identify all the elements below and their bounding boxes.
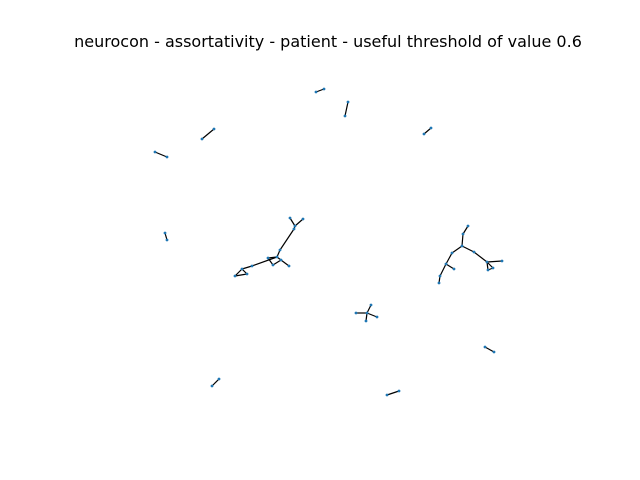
graph-node — [266, 256, 270, 260]
graph-node — [452, 267, 456, 271]
graph-node — [491, 266, 495, 270]
graph-node — [287, 264, 291, 268]
graph-edge — [486, 260, 503, 263]
graph-node — [444, 262, 448, 266]
graph-edge — [211, 378, 220, 387]
graph-edge — [234, 268, 243, 277]
graph-edge — [272, 259, 282, 266]
graph-node — [240, 267, 244, 271]
graph-node — [450, 251, 454, 255]
graph-node — [369, 303, 373, 307]
graph-edge — [201, 128, 215, 140]
graph-node — [460, 244, 464, 248]
graph-edge — [386, 390, 400, 396]
graph-node — [485, 260, 489, 264]
graph-node — [385, 393, 389, 397]
graph-node — [437, 281, 441, 285]
graph-node — [486, 268, 490, 272]
graph-node — [163, 231, 167, 235]
graph-node — [165, 155, 169, 159]
graph-node — [314, 90, 318, 94]
graph-edge — [234, 273, 248, 277]
graph-node — [301, 217, 305, 221]
graph-edge — [280, 259, 290, 267]
graph-edge — [344, 101, 349, 117]
graph-node — [250, 264, 254, 268]
graph-node — [322, 87, 326, 91]
graph-node — [153, 150, 157, 154]
graph-edge — [486, 261, 494, 269]
graph-node — [292, 227, 296, 231]
graph-node — [217, 377, 221, 381]
graph-node — [343, 114, 347, 118]
graph-node — [293, 224, 297, 228]
graph-edge — [154, 151, 168, 158]
graph-nodes — [153, 87, 504, 397]
graph-edge — [279, 228, 295, 251]
graph-edge — [461, 233, 464, 247]
graph-edge — [294, 218, 304, 227]
graph-node — [233, 274, 237, 278]
graph-node — [500, 259, 504, 263]
graph-edge — [439, 263, 447, 277]
graph-edge — [423, 127, 432, 135]
graph-node — [365, 311, 369, 315]
graph-edge — [461, 245, 475, 253]
graph-edges — [154, 88, 503, 396]
figure-title: neurocon - assortativity - patient - use… — [74, 32, 582, 51]
graph-edge — [289, 217, 296, 227]
graph-node — [275, 255, 279, 259]
graph-node — [210, 384, 214, 388]
graph-node — [397, 389, 401, 393]
graph-node — [346, 100, 350, 104]
graph-node — [278, 248, 282, 252]
graph-edge — [451, 245, 463, 254]
graph-node — [422, 132, 426, 136]
graph-node — [492, 350, 496, 354]
graph-node — [200, 137, 204, 141]
graph-edge — [366, 312, 378, 318]
graph-edge — [267, 257, 274, 266]
graph-node — [466, 224, 470, 228]
graph-edge — [462, 225, 469, 235]
graph-node — [472, 250, 476, 254]
graph-node — [288, 216, 292, 220]
graph-node — [212, 127, 216, 131]
graph-node — [279, 258, 283, 262]
graph-node — [271, 263, 275, 267]
graph-node — [438, 274, 442, 278]
graph-edge — [445, 263, 455, 270]
graph-edge — [241, 265, 253, 270]
graph-node — [165, 238, 169, 242]
graph-node — [461, 232, 465, 236]
graph-edge — [315, 88, 325, 93]
graph-node — [483, 345, 487, 349]
graph-node — [429, 126, 433, 130]
graph-edge — [445, 252, 453, 265]
graph-node — [354, 311, 358, 315]
graph-node — [245, 272, 249, 276]
graph-edge — [484, 346, 495, 353]
graph-edge — [366, 304, 372, 314]
graph-node — [375, 315, 379, 319]
graph-edge — [473, 251, 488, 263]
graph-edge — [251, 256, 278, 267]
graph-node — [364, 319, 368, 323]
